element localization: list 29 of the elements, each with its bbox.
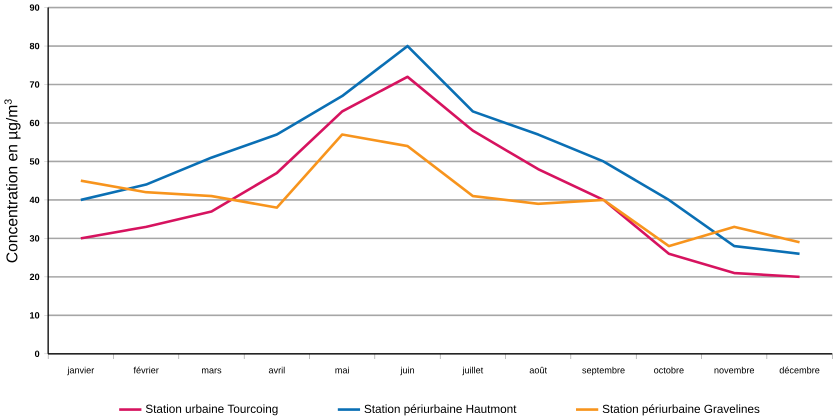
x-tick-label: mars bbox=[202, 368, 222, 374]
x-tick-label: juin bbox=[400, 366, 414, 376]
line-series bbox=[80, 133, 801, 248]
x-tick-label: août bbox=[530, 366, 548, 374]
y-tick-label: 20 bbox=[30, 274, 40, 280]
x-tick-label: janvier bbox=[67, 366, 94, 376]
y-tick-label: 60 bbox=[30, 120, 40, 126]
y-tick-label: 90 bbox=[30, 4, 40, 11]
y-tick-label: 80 bbox=[30, 42, 40, 50]
y-tick-label: 50 bbox=[30, 158, 40, 165]
x-tick-label: mai bbox=[335, 366, 349, 374]
x-tick-label: février bbox=[134, 366, 159, 374]
x-tick-label: décembre bbox=[780, 366, 820, 374]
x-tick-label: avril bbox=[268, 366, 285, 374]
line-series bbox=[80, 75, 801, 278]
x-tick-label: juillet bbox=[462, 366, 484, 376]
y-tick-label: 30 bbox=[30, 235, 40, 242]
line-series bbox=[80, 44, 801, 256]
y-tick-label: 40 bbox=[30, 196, 40, 204]
x-tick-label: septembre bbox=[582, 366, 625, 376]
y-tick-label: 70 bbox=[30, 81, 40, 88]
legend-label: Station urbaine Tourcoing bbox=[146, 404, 278, 416]
x-tick-label: novembre bbox=[714, 366, 754, 374]
y-axis-title: Concentration en µg/m$^{3}$ bbox=[4, 99, 21, 262]
x-tick-label: octobre bbox=[654, 366, 684, 374]
legend-label: Station périurbaine Gravelines bbox=[602, 404, 760, 416]
y-tick-label: 0 bbox=[34, 350, 40, 357]
y-tick-label: 10 bbox=[30, 312, 40, 319]
legend-label: Station périurbaine Hautmont bbox=[364, 404, 516, 416]
